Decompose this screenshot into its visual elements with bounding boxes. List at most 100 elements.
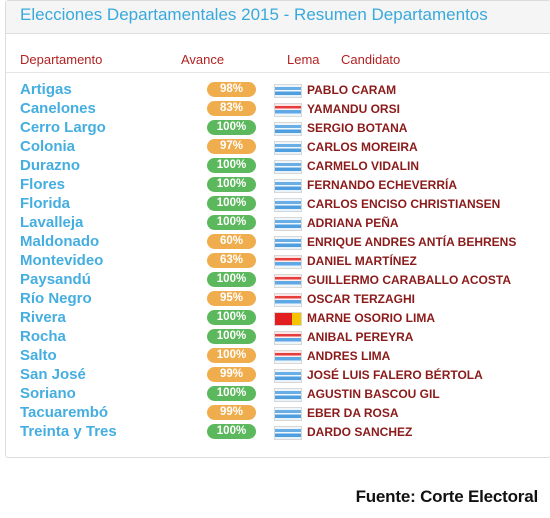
table-row[interactable]: Flores 100% FERNANDO ECHEVERRÍA bbox=[6, 175, 550, 194]
table-row[interactable]: Rocha 100% ANIBAL PEREYRA bbox=[6, 327, 550, 346]
progress-badge: 83% bbox=[207, 101, 256, 116]
candidate-name: AGUSTIN BASCOU GIL bbox=[307, 387, 440, 401]
progress-badge: 100% bbox=[207, 329, 256, 344]
table-row[interactable]: Maldonado 60% ENRIQUE ANDRES ANTÍA BEHRENS bbox=[6, 232, 550, 251]
party-flag-icon bbox=[274, 331, 302, 345]
progress-badge: 60% bbox=[207, 234, 256, 249]
party-flag-icon bbox=[274, 160, 302, 174]
department-link[interactable]: Treinta y Tres bbox=[20, 423, 117, 440]
party-flag-icon bbox=[274, 84, 302, 98]
progress-badge: 100% bbox=[207, 196, 256, 211]
table-row[interactable]: Florida 100% CARLOS ENCISO CHRISTIANSEN bbox=[6, 194, 550, 213]
candidate-name: ENRIQUE ANDRES ANTÍA BEHRENS bbox=[307, 235, 517, 249]
progress-badge: 98% bbox=[207, 82, 256, 97]
department-link[interactable]: Artigas bbox=[20, 81, 72, 98]
party-flag-icon bbox=[274, 407, 302, 421]
table-row[interactable]: Canelones 83% YAMANDU ORSI bbox=[6, 99, 550, 118]
candidate-name: YAMANDU ORSI bbox=[307, 102, 400, 116]
table-row[interactable]: Colonia 97% CARLOS MOREIRA bbox=[6, 137, 550, 156]
candidate-name: CARLOS MOREIRA bbox=[307, 140, 418, 154]
progress-badge: 97% bbox=[207, 139, 256, 154]
department-link[interactable]: Río Negro bbox=[20, 290, 92, 307]
party-flag-icon bbox=[274, 236, 302, 250]
progress-badge: 99% bbox=[207, 405, 256, 420]
table-row[interactable]: Soriano 100% AGUSTIN BASCOU GIL bbox=[6, 384, 550, 403]
progress-badge: 99% bbox=[207, 367, 256, 382]
candidate-name: DANIEL MARTÍNEZ bbox=[307, 254, 417, 268]
department-link[interactable]: Canelones bbox=[20, 100, 96, 117]
party-flag-icon bbox=[274, 274, 302, 288]
table-row[interactable]: Montevideo 63% DANIEL MARTÍNEZ bbox=[6, 251, 550, 270]
party-flag-icon bbox=[274, 350, 302, 364]
party-flag-icon bbox=[274, 122, 302, 136]
party-flag-icon bbox=[274, 369, 302, 383]
party-flag-icon bbox=[274, 198, 302, 212]
party-flag-icon bbox=[274, 141, 302, 155]
candidate-name: PABLO CARAM bbox=[307, 83, 397, 97]
candidate-name: SERGIO BOTANA bbox=[307, 121, 408, 135]
department-link[interactable]: Flores bbox=[20, 176, 66, 193]
candidate-name: MARNE OSORIO LIMA bbox=[307, 311, 435, 325]
panel-title: Elecciones Departamentales 2015 - Resume… bbox=[6, 1, 550, 34]
table-row[interactable]: Salto 100% ANDRES LIMA bbox=[6, 346, 550, 365]
progress-badge: 100% bbox=[207, 158, 256, 173]
table-row[interactable]: Cerro Largo 100% SERGIO BOTANA bbox=[6, 118, 550, 137]
progress-badge: 100% bbox=[207, 120, 256, 135]
source-note: Fuente: Corte Electoral bbox=[355, 487, 539, 506]
department-link[interactable]: Cerro Largo bbox=[20, 119, 106, 136]
department-link[interactable]: Rivera bbox=[20, 309, 66, 326]
department-link[interactable]: Lavalleja bbox=[20, 214, 84, 231]
department-link[interactable]: San José bbox=[20, 366, 86, 383]
department-link[interactable]: Salto bbox=[20, 347, 57, 364]
candidate-name: ANDRES LIMA bbox=[307, 349, 391, 363]
header-lema: Lema bbox=[287, 52, 320, 67]
header-departamento: Departamento bbox=[20, 52, 103, 67]
table-row[interactable]: San José 99% JOSÉ LUIS FALERO BÉRTOLA bbox=[6, 365, 550, 384]
department-link[interactable]: Montevideo bbox=[20, 252, 104, 269]
results-panel: Elecciones Departamentales 2015 - Resume… bbox=[5, 0, 550, 458]
table-row[interactable]: Treinta y Tres 100% DARDO SANCHEZ bbox=[6, 422, 550, 441]
table-row[interactable]: Río Negro 95% OSCAR TERZAGHI bbox=[6, 289, 550, 308]
progress-badge: 100% bbox=[207, 348, 256, 363]
candidate-name: EBER DA ROSA bbox=[307, 406, 399, 420]
party-flag-icon bbox=[274, 312, 302, 326]
department-link[interactable]: Maldonado bbox=[20, 233, 100, 250]
progress-badge: 100% bbox=[207, 215, 256, 230]
progress-badge: 100% bbox=[207, 310, 256, 325]
party-flag-icon bbox=[274, 217, 302, 231]
table-row[interactable]: Rivera 100% MARNE OSORIO LIMA bbox=[6, 308, 550, 327]
candidate-name: JOSÉ LUIS FALERO BÉRTOLA bbox=[307, 368, 483, 382]
table-row[interactable]: Durazno 100% CARMELO VIDALIN bbox=[6, 156, 550, 175]
table-row[interactable]: Paysandú 100% GUILLERMO CARABALLO ACOSTA bbox=[6, 270, 550, 289]
header-avance: Avance bbox=[181, 52, 225, 67]
department-link[interactable]: Florida bbox=[20, 195, 71, 212]
progress-badge: 63% bbox=[207, 253, 256, 268]
table-row[interactable]: Tacuarembó 99% EBER DA ROSA bbox=[6, 403, 550, 422]
party-flag-icon bbox=[274, 255, 302, 269]
department-link[interactable]: Durazno bbox=[20, 157, 80, 174]
candidate-name: GUILLERMO CARABALLO ACOSTA bbox=[307, 273, 511, 287]
progress-badge: 100% bbox=[207, 177, 256, 192]
table-row[interactable]: Lavalleja 100% ADRIANA PEÑA bbox=[6, 213, 550, 232]
candidate-name: ADRIANA PEÑA bbox=[307, 216, 399, 230]
candidate-name: CARMELO VIDALIN bbox=[307, 159, 419, 173]
candidate-name: ANIBAL PEREYRA bbox=[307, 330, 414, 344]
candidate-name: CARLOS ENCISO CHRISTIANSEN bbox=[307, 197, 501, 211]
candidate-name: DARDO SANCHEZ bbox=[307, 425, 413, 439]
party-flag-icon bbox=[274, 293, 302, 307]
table-row[interactable]: Artigas 98% PABLO CARAM bbox=[6, 80, 550, 99]
department-link[interactable]: Soriano bbox=[20, 385, 76, 402]
department-link[interactable]: Paysandú bbox=[20, 271, 91, 288]
department-link[interactable]: Colonia bbox=[20, 138, 75, 155]
progress-badge: 100% bbox=[207, 424, 256, 439]
department-link[interactable]: Rocha bbox=[20, 328, 66, 345]
results-table: Artigas 98% PABLO CARAM Canelones 83% YAMANDU… bbox=[6, 80, 550, 441]
progress-badge: 95% bbox=[207, 291, 256, 306]
party-flag-icon bbox=[274, 179, 302, 193]
party-flag-icon bbox=[274, 388, 302, 402]
column-headers: Departamento Avance Lema Candidato bbox=[6, 34, 550, 73]
department-link[interactable]: Tacuarembó bbox=[20, 404, 109, 421]
progress-badge: 100% bbox=[207, 386, 256, 401]
header-candidato: Candidato bbox=[341, 52, 401, 67]
progress-badge: 100% bbox=[207, 272, 256, 287]
